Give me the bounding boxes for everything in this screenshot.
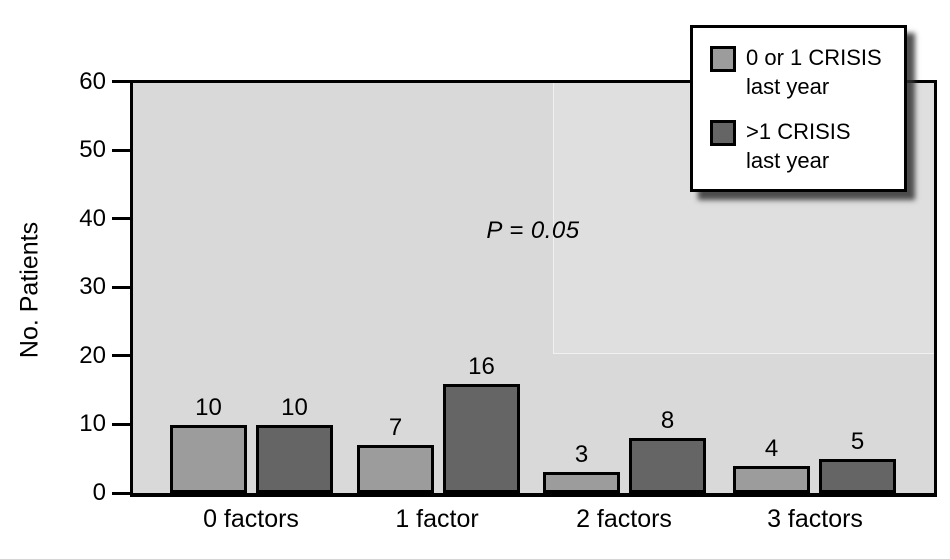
y-axis-tick [112,491,133,495]
legend-label-line: last year [746,147,830,173]
bar-dark-3-factors [819,459,896,493]
y-axis-tick-label: 0 [92,479,106,506]
y-axis-tick [112,80,133,83]
legend-swatch-dark-icon [710,120,736,147]
bar-value-label: 4 [764,435,779,462]
bar-value-label: 8 [660,407,675,434]
bar-light-1-factor [357,445,434,493]
y-axis-tick-label: 20 [79,341,106,369]
legend-entry-series-2: >1 CRISIS last year [710,118,892,175]
legend-label: >1 CRISIS last year [746,118,851,175]
legend-label-line: last year [746,73,830,99]
x-axis-category-label: 2 factors [576,505,672,533]
bar-value-label: 16 [468,353,495,380]
bar-dark-1-factor [443,384,520,493]
p-value-annotation: P = 0.05 [486,217,580,244]
y-axis-tick-label: 50 [79,136,106,164]
y-axis-tick [112,285,133,289]
bar-light-2-factors [543,472,620,493]
bar-light-3-factors [733,466,810,493]
legend-swatch-light-icon [710,46,736,72]
bar-value-label: 10 [281,394,308,421]
y-axis-tick [112,217,133,221]
legend: 0 or 1 CRISIS last year >1 CRISIS last y… [690,25,907,193]
y-axis-title: No. Patients [15,221,44,359]
legend-label-line: >1 CRISIS [746,119,851,145]
x-axis-category-label: 3 factors [767,505,863,533]
y-axis-tick-label: 30 [79,273,106,301]
legend-entry-series-1: 0 or 1 CRISIS last year [710,44,892,101]
bar-dark-2-factors [629,438,706,493]
y-axis-tick [112,354,133,358]
bar-light-0-factors [170,425,247,493]
y-axis-tick-label: 10 [79,410,106,438]
y-axis-tick [112,422,133,426]
legend-label-line: 0 or 1 CRISIS [746,45,882,70]
y-axis-tick [112,148,133,152]
bar-value-label: 5 [850,428,865,455]
bar-value-label: 7 [388,414,403,441]
y-axis-tick-label: 40 [79,204,106,232]
bar-dark-0-factors [256,425,333,493]
x-axis-category-label: 0 factors [203,505,299,533]
bar-value-label: 3 [574,441,589,468]
y-axis-tick-label: 60 [79,67,106,95]
x-axis-category-label: 1 factor [395,505,479,533]
bar-value-label: 10 [195,394,222,421]
legend-label: 0 or 1 CRISIS last year [746,44,882,101]
